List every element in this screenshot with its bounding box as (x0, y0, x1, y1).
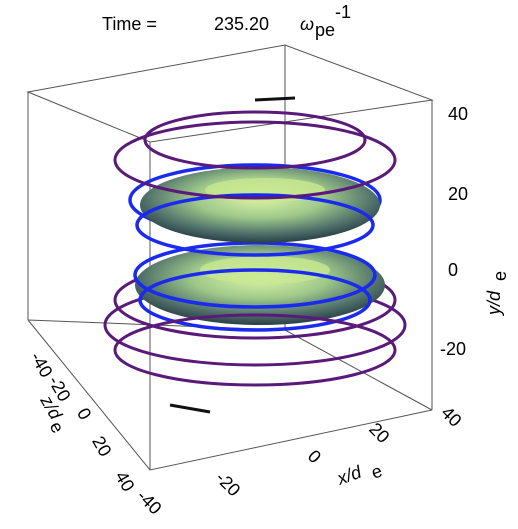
title-subscript: pe (315, 20, 335, 40)
z-axis: -40 -20 0 20 40 z/d e (26, 348, 138, 495)
x-tick-label: -20 (212, 468, 245, 501)
z-tick-label: 40 (111, 468, 138, 495)
arrow (170, 405, 210, 412)
y-axis: 40 20 0 -20 y/d e (440, 104, 510, 359)
figure: Time = 235.20 ω pe -1 40 20 0 -20 (0, 0, 518, 524)
x-tick-label: 0 (304, 446, 325, 467)
x-axis-label: x/d (334, 461, 365, 489)
title-symbol: ω (300, 14, 314, 34)
y-tick-label: 40 (448, 104, 468, 124)
y-tick-label: 20 (448, 184, 468, 204)
x-tick-label: 40 (437, 402, 465, 430)
x-axis: -40 -20 0 20 40 x/d e (133, 402, 466, 518)
y-tick-label: 0 (448, 260, 458, 280)
y-axis-label: y/d (484, 290, 504, 317)
y-axis-subscript: e (490, 271, 510, 281)
z-tick-label: 0 (73, 405, 95, 424)
z-tick-label: 20 (88, 433, 115, 460)
x-tick-label: -40 (133, 486, 166, 519)
field-line (115, 315, 395, 385)
box-top (28, 45, 432, 142)
box-bottom (28, 320, 432, 470)
title: Time = 235.20 ω pe -1 (102, 2, 351, 40)
x-axis-subscript: e (369, 461, 385, 483)
title-superscript: -1 (335, 2, 351, 22)
field-line (145, 112, 365, 168)
title-value: 235.20 (214, 14, 269, 34)
title-label: Time = (102, 14, 157, 34)
arrow (255, 98, 295, 100)
y-tick-label: -20 (440, 339, 466, 359)
z-tick-label: -40 (26, 348, 56, 381)
